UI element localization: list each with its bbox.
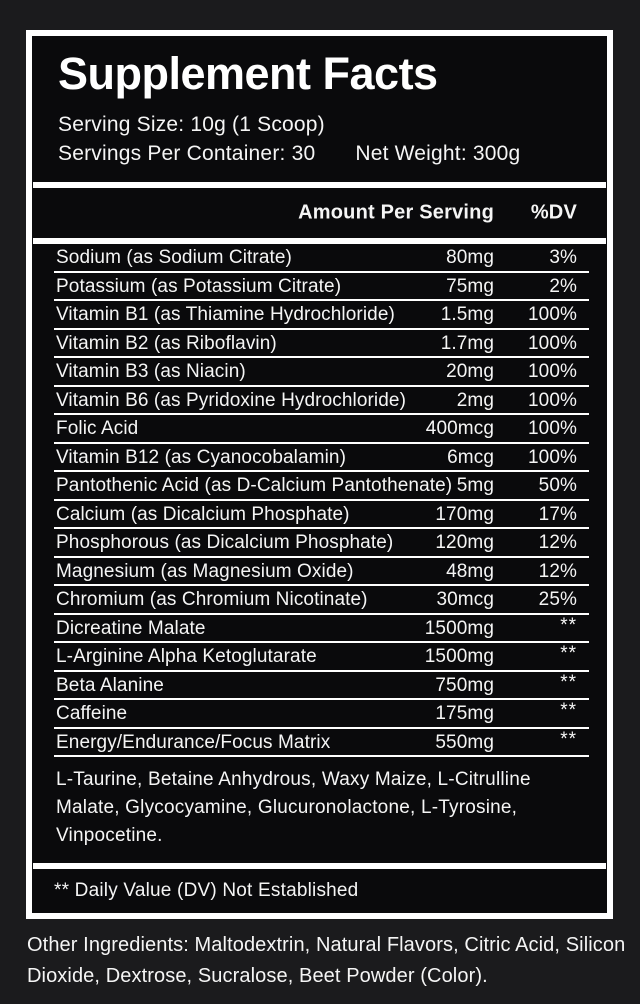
nutrient-label: Pantothenic Acid (as D-Calcium Pantothen…	[56, 475, 453, 497]
nutrient-label: Sodium (as Sodium Citrate)	[56, 247, 292, 269]
nutrient-label: Folic Acid	[56, 418, 139, 440]
nutrient-dv: 100%	[528, 389, 577, 411]
nutrient-label: Potassium (as Potassium Citrate)	[56, 275, 342, 297]
nutrient-label: Beta Alanine	[56, 674, 164, 696]
nutrient-amount: 1500mg	[424, 617, 494, 639]
panel-title: Supplement Facts	[58, 48, 438, 99]
nutrient-amount: 175mg	[435, 703, 494, 725]
nutrient-dv: 50%	[538, 475, 577, 497]
nutrient-dv: 12%	[538, 532, 577, 554]
percent-dv-header: %DV	[530, 201, 577, 224]
nutrient-dv: **	[560, 728, 577, 750]
nutrient-label: Calcium (as Dicalcium Phosphate)	[56, 503, 350, 525]
nutrient-dv: 100%	[528, 361, 577, 383]
nutrient-amount: 30mcg	[436, 589, 494, 611]
nutrient-dv: **	[560, 614, 577, 636]
nutrient-amount: 1500mg	[424, 646, 494, 668]
nutrient-row: Dicreatine Malate 1500mg **	[32, 615, 607, 644]
nutrient-amount: 1.7mg	[440, 332, 494, 354]
nutrient-row: Vitamin B1 (as Thiamine Hydrochloride) 1…	[32, 301, 607, 330]
nutrient-amount: 400mcg	[425, 418, 494, 440]
column-header-row: Amount Per Serving %DV	[32, 188, 607, 238]
nutrient-label: Vitamin B12 (as Cyanocobalamin)	[56, 446, 347, 468]
nutrient-amount: 75mg	[446, 275, 494, 297]
other-ingredients-text: Other Ingredients: Maltodextrin, Natural…	[27, 934, 626, 987]
nutrient-row: Calcium (as Dicalcium Phosphate) 170mg 1…	[32, 501, 607, 530]
net-weight: Net Weight: 300g	[355, 142, 521, 165]
nutrient-label: Caffeine	[56, 703, 128, 725]
title-section: Supplement Facts Serving Size: 10g (1 Sc…	[32, 36, 607, 182]
nutrient-row: Sodium (as Sodium Citrate) 80mg 3%	[32, 244, 607, 273]
nutrient-amount: 120mg	[435, 532, 494, 554]
daily-value-footnote: ** Daily Value (DV) Not Established	[32, 869, 607, 913]
nutrient-row: Folic Acid 400mcg 100%	[32, 415, 607, 444]
amount-per-serving-header: Amount Per Serving	[298, 201, 494, 224]
nutrient-label: Vitamin B2 (as Riboflavin)	[56, 332, 277, 354]
nutrient-row: Energy/Endurance/Focus Matrix 550mg **	[32, 729, 607, 758]
nutrient-row: Phosphorous (as Dicalcium Phosphate) 120…	[32, 529, 607, 558]
nutrient-dv: **	[560, 643, 577, 665]
nutrient-row: Vitamin B6 (as Pyridoxine Hydrochloride)…	[32, 387, 607, 416]
nutrient-dv: 100%	[528, 446, 577, 468]
nutrient-row: Caffeine 175mg **	[32, 700, 607, 729]
nutrient-label: Vitamin B6 (as Pyridoxine Hydrochloride)	[56, 389, 407, 411]
nutrient-row: Magnesium (as Magnesium Oxide) 48mg 12%	[32, 558, 607, 587]
supplement-facts-panel: Supplement Facts Serving Size: 10g (1 Sc…	[26, 30, 613, 919]
nutrient-label: Vitamin B3 (as Niacin)	[56, 361, 246, 383]
nutrient-row: Vitamin B12 (as Cyanocobalamin) 6mcg 100…	[32, 444, 607, 473]
nutrient-dv: 100%	[528, 332, 577, 354]
nutrient-dv: 12%	[538, 560, 577, 582]
nutrient-row: Vitamin B3 (as Niacin) 20mg 100%	[32, 358, 607, 387]
section-divider	[33, 238, 606, 244]
nutrient-amount: 170mg	[435, 503, 494, 525]
nutrient-dv: 100%	[528, 418, 577, 440]
daily-value-footnote-text: ** Daily Value (DV) Not Established	[54, 880, 359, 901]
nutrient-amount: 1.5mg	[440, 304, 494, 326]
nutrient-row: Beta Alanine 750mg **	[32, 672, 607, 701]
nutrient-label: L-Arginine Alpha Ketoglutarate	[56, 646, 317, 668]
nutrient-label: Dicreatine Malate	[56, 617, 206, 639]
servings-per-container: Servings Per Container: 30	[58, 142, 316, 165]
nutrient-amount: 48mg	[446, 560, 494, 582]
nutrient-label: Magnesium (as Magnesium Oxide)	[56, 560, 354, 582]
nutrient-amount: 20mg	[446, 361, 494, 383]
nutrient-label: Phosphorous (as Dicalcium Phosphate)	[56, 532, 394, 554]
section-divider	[33, 182, 606, 188]
nutrient-rows: Sodium (as Sodium Citrate) 80mg 3% Potas…	[32, 244, 607, 757]
nutrient-amount: 750mg	[435, 674, 494, 696]
servings-net-weight-line: Servings Per Container: 30 Net Weight: 30…	[58, 139, 581, 168]
nutrient-amount: 550mg	[435, 731, 494, 753]
nutrient-amount: 5mg	[456, 475, 494, 497]
section-divider	[33, 863, 606, 869]
nutrient-row: Chromium (as Chromium Nicotinate) 30mcg …	[32, 586, 607, 615]
serving-size-line: Serving Size: 10g (1 Scoop)	[58, 113, 325, 136]
nutrient-amount: 80mg	[446, 247, 494, 269]
nutrient-row: L-Arginine Alpha Ketoglutarate 1500mg **	[32, 643, 607, 672]
blend-ingredients-text: L-Taurine, Betaine Anhydrous, Waxy Maize…	[56, 769, 531, 846]
nutrient-dv: 3%	[549, 247, 577, 269]
nutrient-dv: **	[560, 700, 577, 722]
nutrient-dv: **	[560, 671, 577, 693]
nutrient-dv: 25%	[538, 589, 577, 611]
nutrient-row: Vitamin B2 (as Riboflavin) 1.7mg 100%	[32, 330, 607, 359]
nutrient-dv: 17%	[538, 503, 577, 525]
nutrient-label: Vitamin B1 (as Thiamine Hydrochloride)	[56, 304, 395, 326]
nutrient-dv: 100%	[528, 304, 577, 326]
nutrient-row: Potassium (as Potassium Citrate) 75mg 2%	[32, 273, 607, 302]
nutrient-amount: 2mg	[456, 389, 494, 411]
nutrient-row: Pantothenic Acid (as D-Calcium Pantothen…	[32, 472, 607, 501]
nutrient-amount: 6mcg	[447, 446, 494, 468]
nutrient-label: Chromium (as Chromium Nicotinate)	[56, 589, 368, 611]
nutrient-dv: 2%	[549, 275, 577, 297]
nutrient-label: Energy/Endurance/Focus Matrix	[56, 731, 331, 753]
